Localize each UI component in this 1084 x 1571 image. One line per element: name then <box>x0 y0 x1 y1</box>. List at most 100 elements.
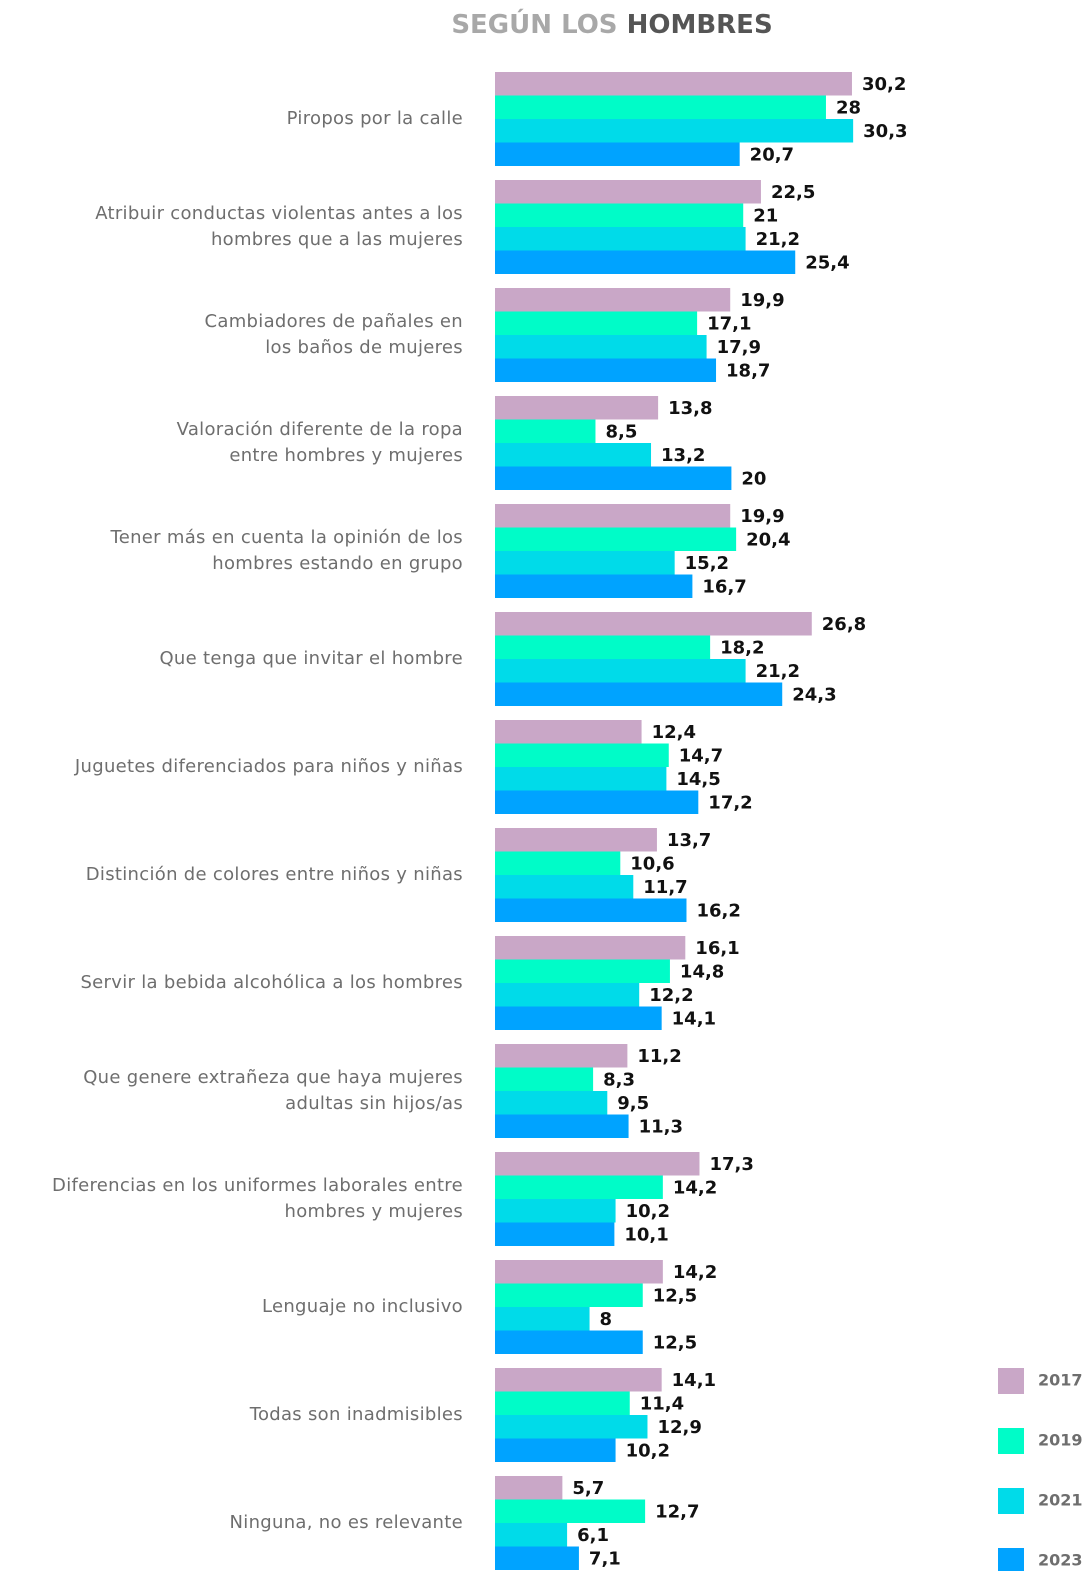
category-label: Valoración diferente de la ropa entre ho… <box>176 419 463 466</box>
category-label: Que genere extrañeza que haya mujeres ad… <box>83 1067 463 1114</box>
value-label: 13,8 <box>668 398 712 419</box>
value-label: 14,7 <box>679 745 723 766</box>
bar <box>495 1044 628 1068</box>
value-label: 16,2 <box>696 900 740 921</box>
value-label: 21 <box>753 205 778 226</box>
value-label: 13,2 <box>661 445 705 466</box>
bar <box>495 504 731 528</box>
category-label: Lenguaje no inclusivo <box>261 1296 463 1317</box>
value-label: 14,5 <box>676 769 720 790</box>
value-label: 17,2 <box>708 792 752 813</box>
bar <box>495 72 852 96</box>
value-label: 10,6 <box>630 853 674 874</box>
legend-swatch <box>998 1488 1024 1514</box>
bar <box>495 983 640 1007</box>
bar <box>495 1006 662 1030</box>
category-label: Diferencias en los uniformes laborales e… <box>52 1175 463 1222</box>
value-label: 12,9 <box>657 1417 701 1438</box>
bar <box>495 936 686 960</box>
value-label: 13,7 <box>667 830 711 851</box>
bar <box>495 1260 663 1284</box>
bar <box>495 1368 662 1392</box>
value-label: 6,1 <box>577 1525 609 1546</box>
value-label: 11,7 <box>643 877 687 898</box>
bar <box>495 527 737 551</box>
bar <box>495 959 670 983</box>
bar <box>495 551 675 575</box>
chart-title: SEGÚN LOS HOMBRES <box>451 8 772 40</box>
bar <box>495 659 746 683</box>
value-label: 28 <box>836 97 861 118</box>
value-label: 21,2 <box>756 661 800 682</box>
value-label: 8,5 <box>605 421 637 442</box>
bar <box>495 851 621 875</box>
category-label: Servir la bebida alcohólica a los hombre… <box>80 972 463 993</box>
bar <box>495 1415 648 1439</box>
bar <box>495 720 642 744</box>
title-part: HOMBRES <box>627 10 773 40</box>
bar <box>495 180 761 204</box>
bar <box>495 1523 568 1547</box>
value-label: 12,4 <box>652 722 696 743</box>
bar <box>495 1067 594 1091</box>
bar <box>495 1499 646 1523</box>
value-label: 11,4 <box>640 1393 684 1414</box>
category-label: Ninguna, no es relevante <box>229 1512 463 1533</box>
value-label: 25,4 <box>805 252 849 273</box>
value-label: 14,2 <box>673 1177 717 1198</box>
value-label: 20,4 <box>746 529 790 550</box>
bar <box>495 1391 630 1415</box>
bar <box>495 682 783 706</box>
value-label: 16,7 <box>702 576 746 597</box>
value-label: 22,5 <box>771 182 815 203</box>
bar <box>495 574 693 598</box>
bar <box>495 743 669 767</box>
value-label: 20,7 <box>750 144 794 165</box>
category-label: Distinción de colores entre niños y niña… <box>85 864 463 885</box>
value-label: 30,2 <box>862 74 906 95</box>
bar <box>495 396 659 420</box>
value-label: 19,9 <box>740 290 784 311</box>
legend-label: 2021 <box>1038 1491 1083 1510</box>
bar <box>495 1476 563 1500</box>
legend-label: 2023 <box>1038 1551 1083 1570</box>
legend-label: 2019 <box>1038 1431 1083 1450</box>
value-label: 30,3 <box>863 121 907 142</box>
value-label: 10,2 <box>626 1201 670 1222</box>
bar <box>495 1199 616 1223</box>
value-label: 20 <box>741 468 766 489</box>
bar <box>495 419 596 443</box>
value-label: 5,7 <box>572 1478 604 1499</box>
bar <box>495 95 826 119</box>
legend-swatch <box>998 1548 1024 1571</box>
value-label: 24,3 <box>792 684 836 705</box>
bar <box>495 875 634 899</box>
bar <box>495 635 711 659</box>
bar <box>495 119 854 143</box>
bar <box>495 1091 608 1115</box>
value-label: 17,9 <box>717 337 761 358</box>
value-label: 11,2 <box>637 1046 681 1067</box>
bar <box>495 358 717 382</box>
bar <box>495 311 698 335</box>
value-label: 26,8 <box>822 614 866 635</box>
value-label: 18,7 <box>726 360 770 381</box>
value-label: 7,1 <box>589 1548 621 1569</box>
bar <box>495 1152 700 1176</box>
category-label: Piropos por la calle <box>286 108 463 129</box>
bar <box>495 1546 579 1570</box>
title-part: SEGÚN LOS <box>451 8 617 40</box>
bar <box>495 1222 615 1246</box>
category-label: Que tenga que invitar el hombre <box>159 648 463 669</box>
category-label: Tener más en cuenta la opinión de los ho… <box>110 527 463 574</box>
bar <box>495 466 732 490</box>
bar <box>495 898 687 922</box>
legend-swatch <box>998 1368 1024 1394</box>
legend-swatch <box>998 1428 1024 1454</box>
value-label: 14,2 <box>673 1262 717 1283</box>
bar <box>495 1330 643 1354</box>
bar <box>495 142 740 166</box>
value-label: 8,3 <box>603 1069 635 1090</box>
category-label: Atribuir conductas violentas antes a los… <box>95 203 463 250</box>
